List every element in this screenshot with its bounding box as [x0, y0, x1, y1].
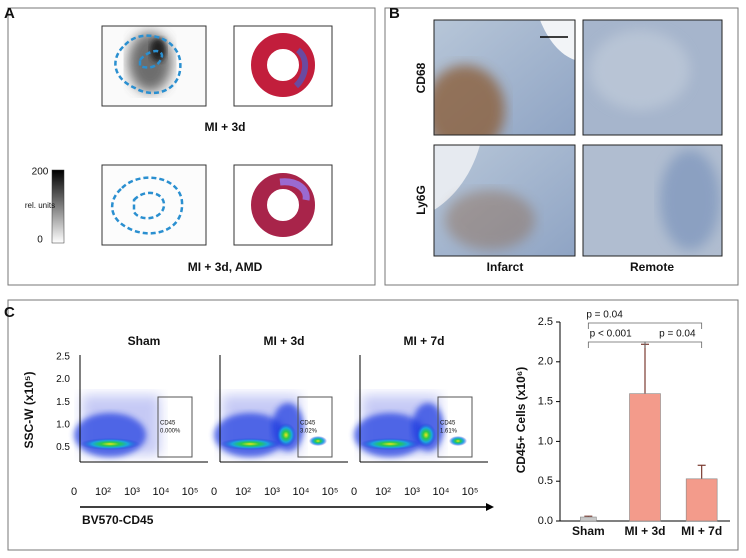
bar	[629, 393, 661, 522]
flow-title: MI + 7d	[403, 334, 444, 348]
micrograph	[434, 20, 575, 135]
flow-x-tick: 10³	[124, 486, 140, 498]
gate-value: 1.61%	[440, 429, 458, 435]
flow-x-tick: 0	[351, 486, 357, 498]
bracket	[587, 322, 703, 329]
contour	[114, 34, 182, 95]
contour	[138, 49, 164, 69]
density	[276, 423, 296, 447]
gate-name: CD45	[440, 421, 456, 427]
density	[309, 436, 327, 446]
panel-label: B	[389, 5, 400, 22]
y-tick-label: 1.5	[538, 396, 553, 408]
flow-x-label: BV570-CD45	[82, 513, 154, 527]
flow-x-tick: 10³	[264, 486, 280, 498]
flow-y-tick: 2.5	[56, 352, 70, 363]
flow-x-tick: 10²	[375, 486, 391, 498]
gate-value: 3.02%	[300, 429, 318, 435]
bar	[580, 516, 597, 522]
flow-x-tick: 10⁵	[182, 486, 199, 498]
bracket	[644, 341, 703, 348]
flow-title: MI + 3d	[263, 334, 304, 348]
colorbar-max: 200	[32, 167, 49, 178]
micrograph	[583, 20, 722, 135]
flow-y-tick: 1.0	[56, 419, 70, 430]
y-tick-label: 0.5	[538, 475, 553, 487]
y-axis-label: CD45+ Cells (x10⁶)	[514, 367, 528, 474]
bar	[685, 478, 718, 522]
flow-title: Sham	[128, 334, 161, 348]
colorbar-unit: rel. units	[25, 201, 55, 210]
gate-name: CD45	[300, 421, 316, 427]
infarct	[293, 47, 309, 89]
density	[416, 423, 436, 447]
density	[360, 438, 420, 450]
panel-label: A	[4, 5, 15, 22]
flow-x-tick: 0	[71, 486, 77, 498]
gate	[157, 396, 193, 458]
gate	[437, 396, 473, 458]
flow-x-tick: 10²	[95, 486, 111, 498]
y-tick-label: 2.5	[538, 316, 553, 328]
flow-x-tick: 10⁴	[293, 486, 310, 498]
infarct	[279, 178, 310, 201]
flow-x-tick: 10⁵	[462, 486, 479, 498]
annotation: p = 0.04	[586, 310, 623, 321]
column-label: Infarct	[487, 260, 524, 274]
annotation: p = 0.04	[659, 329, 696, 340]
micrograph-frame	[582, 144, 723, 257]
row-label: CD68	[414, 62, 428, 93]
x-tick-label: Sham	[572, 524, 605, 538]
x-tick-label: MI + 3d	[624, 524, 665, 538]
y-tick-label: 1.0	[538, 435, 553, 447]
panel-label: C	[4, 304, 15, 321]
x-tick-label: MI + 7d	[681, 524, 722, 538]
flow-y-tick: 1.5	[56, 397, 70, 408]
flow-x-tick: 10³	[404, 486, 420, 498]
flow-x-tick: 10²	[235, 486, 251, 498]
flow-x-tick: 0	[211, 486, 217, 498]
density	[220, 438, 280, 450]
micrograph-frame	[433, 144, 576, 257]
density	[80, 438, 140, 450]
flow-y-label: SSC-W (x10⁵)	[22, 372, 36, 449]
gate	[297, 396, 333, 458]
flow-x-tick: 10⁴	[433, 486, 450, 498]
y-tick-label: 2.0	[538, 356, 553, 368]
flow-y-tick: 0.5	[56, 442, 70, 453]
contour	[111, 176, 184, 235]
micrograph	[434, 145, 575, 256]
colorbar-min: 0	[37, 235, 43, 246]
gate-value: 0.000%	[160, 429, 181, 435]
gate-name: CD45	[160, 421, 176, 427]
flow-y-tick: 2.0	[56, 374, 70, 385]
micrograph-frame	[433, 19, 576, 136]
annotation: p < 0.001	[590, 329, 632, 340]
density	[449, 436, 467, 446]
arrow-head	[486, 503, 494, 511]
column-label: Remote	[630, 260, 674, 274]
colorbar	[51, 169, 65, 244]
event-cloud	[74, 413, 146, 457]
row-label: Ly6G	[414, 185, 428, 215]
flow-x-tick: 10⁴	[153, 486, 170, 498]
y-tick-label: 0.0	[538, 515, 553, 527]
micrograph	[583, 145, 722, 256]
flow-x-tick: 10⁵	[322, 486, 339, 498]
row-caption: MI + 3d, AMD	[188, 260, 263, 274]
row-caption: MI + 3d	[204, 120, 245, 134]
micrograph-frame	[582, 19, 723, 136]
